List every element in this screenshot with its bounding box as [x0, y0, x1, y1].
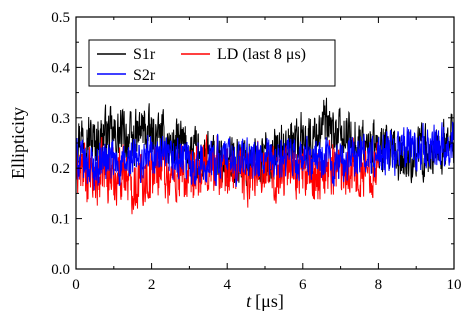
- tick-labels-layer: 0 2 4 6 8 10 0.0 0.1 0.2 0.3 0.4 0.5: [51, 10, 461, 293]
- x-tick-label: 6: [299, 277, 307, 293]
- y-axis-title: Ellipticity: [8, 107, 28, 179]
- legend-box: [88, 39, 336, 87]
- legend-label-s1r: S1r: [133, 46, 156, 63]
- x-axis-title: t [μs]: [246, 291, 284, 311]
- x-tick-label: 2: [148, 277, 156, 293]
- y-tick-label: 0.5: [51, 10, 70, 26]
- series-line-s2r: [75, 121, 455, 191]
- series-layer: [75, 97, 455, 215]
- x-tick-label: 8: [375, 277, 383, 293]
- y-tick-label: 0.1: [51, 212, 70, 228]
- legend-label-s2r: S2r: [133, 67, 156, 84]
- plot-frame: [75, 16, 455, 270]
- y-tick-label: 0.4: [51, 60, 70, 76]
- legend-label-ld: LD (last 8 μs): [217, 46, 306, 63]
- x-axis-title-unit: [μs]: [255, 291, 284, 311]
- y-tick-label: 0.3: [51, 111, 70, 127]
- x-tick-label: 0: [72, 277, 80, 293]
- x-tick-label: 4: [223, 277, 231, 293]
- y-tick-label: 0.0: [51, 262, 70, 278]
- y-tick-label: 0.2: [51, 161, 70, 177]
- x-tick-label: 10: [447, 277, 462, 293]
- legend: S1r LD (last 8 μs) S2r: [88, 39, 336, 87]
- x-axis-title-variable: t: [246, 291, 252, 311]
